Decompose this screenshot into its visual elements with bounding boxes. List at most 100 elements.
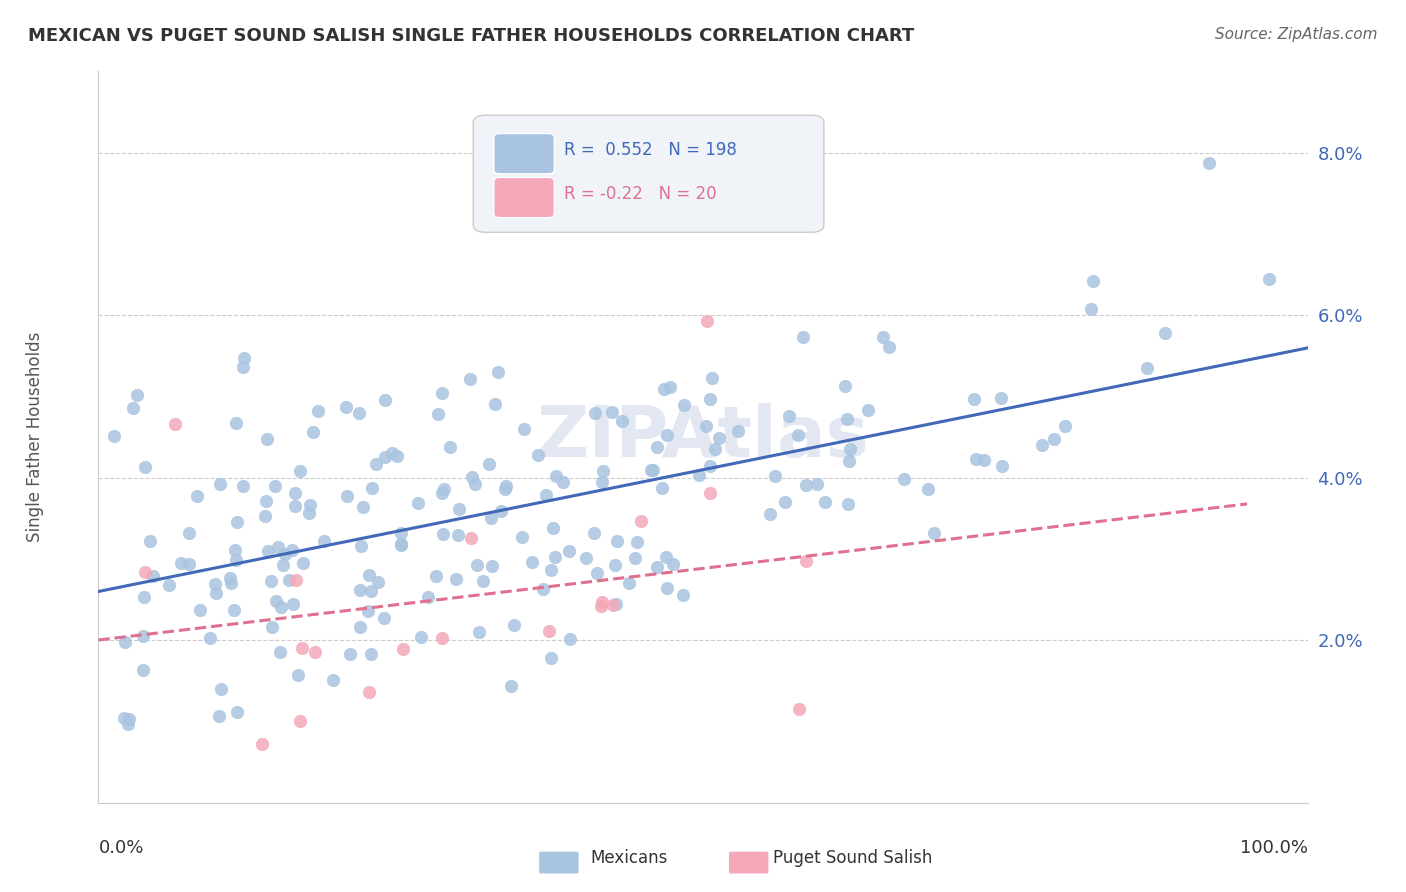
Point xyxy=(288,464,311,478)
Point xyxy=(179,525,201,540)
Point xyxy=(117,717,139,731)
Point xyxy=(209,681,232,696)
Point xyxy=(447,528,470,542)
Point xyxy=(544,550,567,565)
Text: Puget Sound Salish: Puget Sound Salish xyxy=(773,849,932,867)
Point xyxy=(222,603,245,617)
Point xyxy=(205,586,228,600)
Point xyxy=(536,487,558,501)
Point xyxy=(495,479,517,493)
Point xyxy=(1198,156,1220,170)
Point xyxy=(188,603,211,617)
Point xyxy=(1081,274,1104,288)
Point xyxy=(605,598,627,612)
Point xyxy=(430,385,453,400)
Point xyxy=(157,578,180,592)
Point xyxy=(125,387,148,401)
Point xyxy=(418,590,440,604)
Point xyxy=(973,453,995,467)
Point xyxy=(226,706,249,720)
Point xyxy=(491,503,513,517)
FancyBboxPatch shape xyxy=(474,115,824,232)
Point xyxy=(256,544,278,558)
Point xyxy=(540,650,562,665)
Point xyxy=(688,467,710,482)
Point xyxy=(647,441,669,455)
Point xyxy=(360,647,382,661)
Point xyxy=(298,506,321,520)
Point xyxy=(917,482,939,496)
Point xyxy=(207,708,229,723)
Point xyxy=(373,611,395,625)
Point xyxy=(132,663,155,677)
Point xyxy=(484,397,506,411)
Point xyxy=(233,351,256,365)
Point xyxy=(786,428,808,442)
Point xyxy=(307,403,329,417)
Point xyxy=(254,493,277,508)
Point xyxy=(965,452,987,467)
Point xyxy=(224,543,246,558)
Point xyxy=(218,571,240,585)
Point xyxy=(406,495,429,509)
Point xyxy=(200,631,222,645)
Point xyxy=(287,668,309,682)
Point xyxy=(339,647,361,661)
Point xyxy=(225,553,247,567)
Point xyxy=(1136,360,1159,375)
Point xyxy=(624,551,647,566)
Point xyxy=(510,530,533,544)
Point xyxy=(834,379,856,393)
Point xyxy=(794,554,817,568)
Point xyxy=(641,463,664,477)
Point xyxy=(134,565,156,579)
Point xyxy=(696,313,718,327)
Point xyxy=(352,500,374,515)
Point xyxy=(292,556,315,570)
Point xyxy=(659,379,682,393)
Point xyxy=(250,737,273,751)
Point xyxy=(527,448,550,462)
Point xyxy=(299,498,322,512)
Text: 0.0%: 0.0% xyxy=(98,838,143,856)
Point xyxy=(806,477,828,491)
Point xyxy=(778,409,800,424)
Point xyxy=(347,406,370,420)
Point xyxy=(208,476,231,491)
Point xyxy=(274,547,297,561)
Point xyxy=(1043,432,1066,446)
Point xyxy=(839,442,862,456)
Point xyxy=(990,392,1012,406)
Point xyxy=(617,576,640,591)
Point xyxy=(1080,301,1102,316)
Point xyxy=(591,475,613,490)
Point xyxy=(367,574,389,589)
Point xyxy=(657,427,679,442)
Point xyxy=(118,712,141,726)
Point xyxy=(558,632,581,647)
Point xyxy=(478,457,501,471)
Point xyxy=(481,559,503,574)
Point xyxy=(922,525,945,540)
Point xyxy=(302,425,325,439)
Point xyxy=(170,556,193,570)
Point xyxy=(262,620,284,634)
Point xyxy=(893,471,915,485)
Point xyxy=(586,566,609,581)
Point xyxy=(232,478,254,492)
Point xyxy=(758,507,780,521)
Point xyxy=(789,702,811,716)
Point xyxy=(540,564,562,578)
Point xyxy=(464,476,486,491)
Point xyxy=(142,569,165,583)
Point xyxy=(270,600,292,615)
Point xyxy=(284,499,307,513)
Point xyxy=(792,330,814,344)
Point xyxy=(465,558,488,573)
Point xyxy=(139,534,162,549)
Point xyxy=(872,330,894,344)
Point xyxy=(314,534,336,549)
Point xyxy=(186,490,208,504)
Point xyxy=(225,515,247,529)
Point xyxy=(763,468,786,483)
